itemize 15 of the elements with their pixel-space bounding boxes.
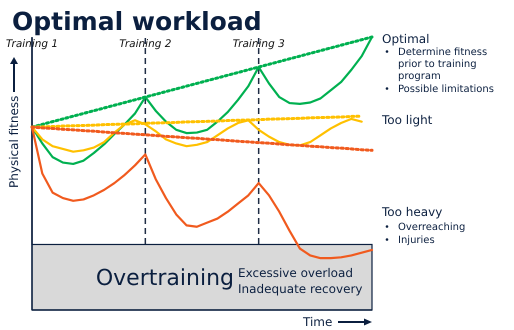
text: Determine fitness prior to training program bbox=[398, 47, 488, 82]
series-label: Optimal bbox=[382, 32, 430, 46]
series-label: Too light bbox=[381, 113, 433, 127]
text: Possible limitations bbox=[398, 84, 494, 95]
x-tick-label: Training 2 bbox=[119, 38, 172, 50]
chart-title: Optimal workload bbox=[12, 7, 262, 36]
x-axis-title: Time bbox=[302, 315, 332, 329]
text: Injuries bbox=[398, 235, 435, 246]
y-axis-title: Physical fitness bbox=[7, 96, 21, 188]
annotation: Inadequate recovery bbox=[238, 282, 362, 296]
annotation: Excessive overload bbox=[238, 266, 353, 280]
band-label: Overtraining bbox=[96, 266, 234, 291]
text: Overreaching bbox=[398, 222, 466, 233]
text: Too heavy bbox=[381, 205, 442, 219]
x-tick-label: Training 3 bbox=[232, 38, 285, 50]
